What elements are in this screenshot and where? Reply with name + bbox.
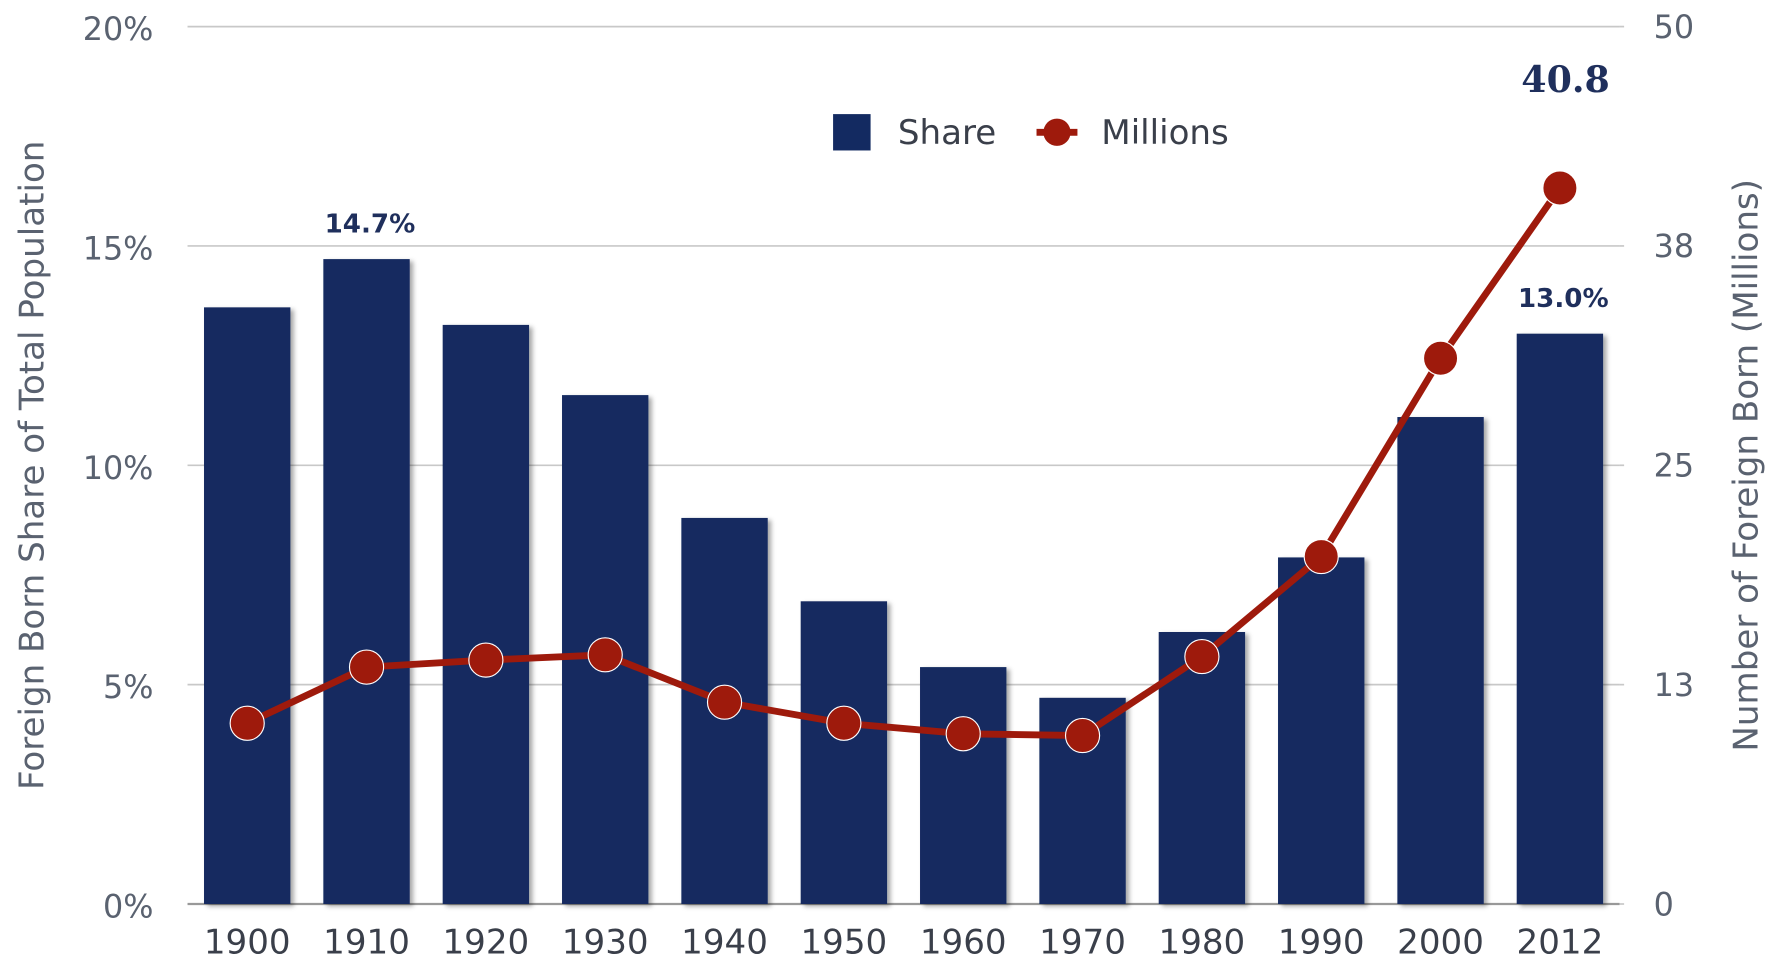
bar: [442, 324, 530, 904]
x-tick-label: 2000: [1397, 922, 1484, 959]
y-axis-title: Foreign Born Share of Total Population: [13, 141, 53, 790]
legend-label: Millions: [1101, 113, 1228, 153]
line-marker: [1064, 717, 1101, 754]
data-label: 40.8: [1521, 58, 1610, 101]
y2-tick-label: 13: [1654, 666, 1694, 704]
x-tick-label: 1940: [681, 922, 768, 959]
y2-tick-label: 25: [1654, 447, 1694, 485]
bar: [1516, 333, 1604, 904]
line-marker: [1303, 538, 1339, 575]
x-tick-label: 1990: [1278, 922, 1365, 959]
x-tick-label: 1950: [801, 922, 888, 959]
y2-axis-title: Number of Foreign Born (Millions): [1726, 179, 1766, 752]
line-marker: [468, 642, 504, 678]
x-tick-label: 1970: [1039, 922, 1126, 959]
line-marker: [1542, 170, 1578, 206]
y-tick-label: 20%: [83, 10, 154, 48]
bar: [1397, 417, 1484, 904]
x-tick-label: 1960: [920, 922, 1007, 959]
legend-swatch: [833, 114, 871, 151]
line-marker: [1422, 340, 1459, 376]
bar: [920, 667, 1007, 904]
line-marker: [348, 649, 385, 685]
y2-tick-label: 0: [1654, 885, 1674, 923]
y2-tick-label: 50: [1654, 8, 1694, 46]
data-label: 13.0%: [1518, 284, 1609, 314]
y2-tick-label: 38: [1654, 227, 1694, 265]
y-tick-label: 0%: [103, 888, 153, 926]
line-marker: [826, 705, 862, 741]
bar: [204, 307, 291, 904]
x-tick-label: 1910: [323, 922, 410, 959]
bar: [323, 259, 410, 904]
data-label: 14.7%: [325, 210, 416, 240]
line: [245, 186, 1563, 739]
x-tick-label: 1930: [562, 922, 649, 959]
y-tick-label: 10%: [83, 449, 154, 487]
x-tick-label: 1920: [443, 922, 530, 959]
legend-label: Share: [898, 113, 996, 153]
x-tick-label: 1900: [204, 922, 291, 959]
x-tick-label: 2012: [1517, 922, 1604, 959]
y-tick-label: 5%: [103, 668, 153, 706]
line-marker: [587, 637, 623, 673]
line-marker: [229, 705, 265, 741]
y-tick-label: 15%: [83, 229, 154, 267]
line-marker: [1184, 638, 1220, 675]
line-marker: [706, 684, 743, 720]
line-marker: [945, 716, 981, 752]
legend-swatch: [1043, 118, 1071, 146]
bar: [800, 601, 888, 904]
bar: [1278, 557, 1365, 904]
x-tick-label: 1980: [1159, 922, 1246, 959]
